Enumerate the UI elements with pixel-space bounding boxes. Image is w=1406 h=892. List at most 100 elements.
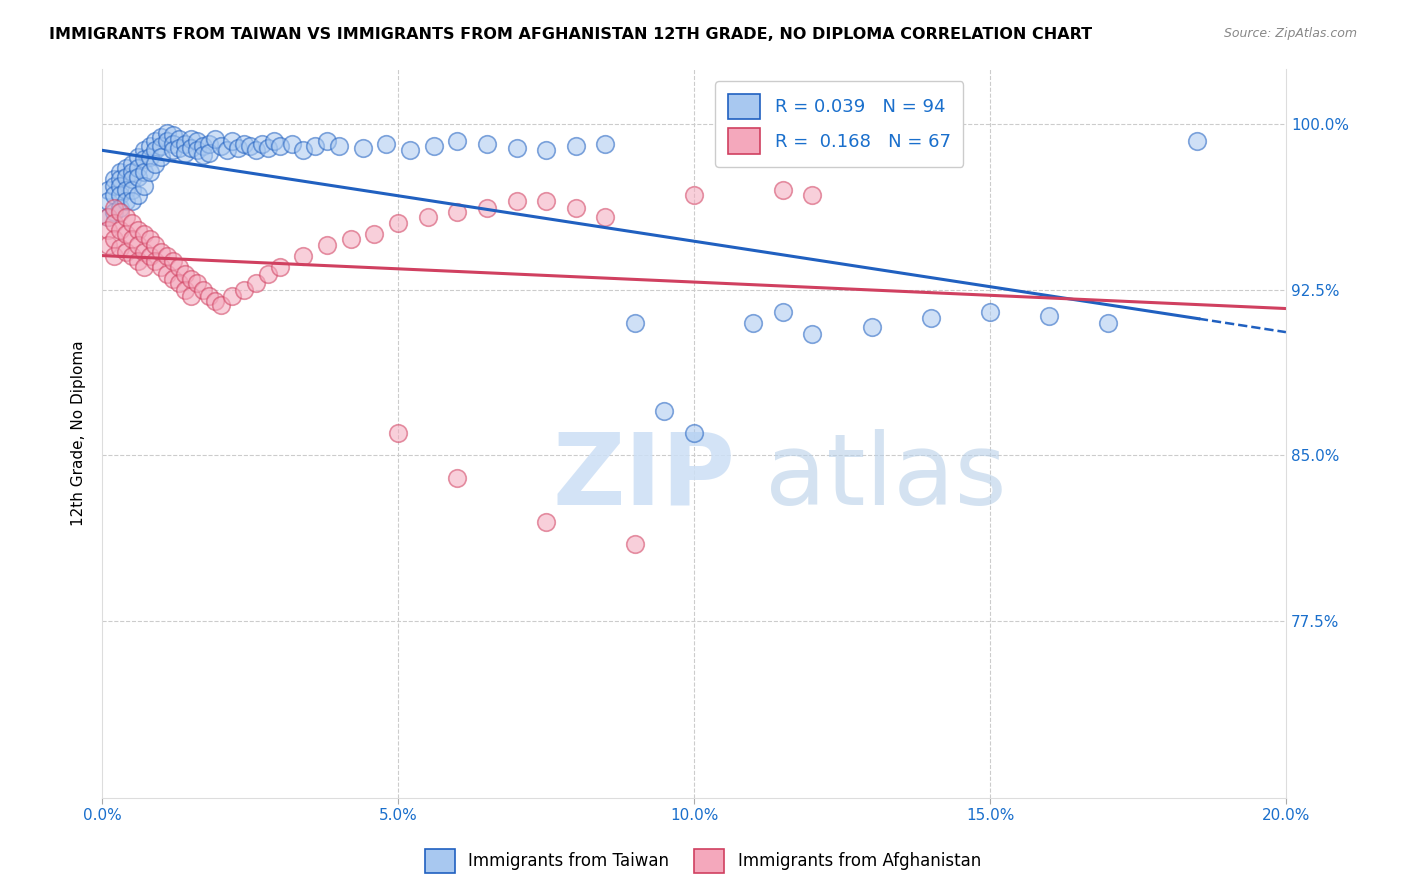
Point — [103, 178, 125, 193]
Point — [145, 135, 167, 149]
Point — [103, 205, 125, 219]
Point — [167, 276, 190, 290]
Point — [387, 426, 409, 441]
Point — [387, 216, 409, 230]
Point — [174, 283, 197, 297]
Point — [180, 271, 202, 285]
Point — [115, 161, 138, 175]
Point — [979, 304, 1001, 318]
Point — [595, 210, 617, 224]
Point — [97, 210, 120, 224]
Point — [97, 210, 120, 224]
Point — [127, 223, 149, 237]
Point — [475, 136, 498, 151]
Point — [221, 289, 243, 303]
Point — [138, 150, 160, 164]
Point — [121, 232, 143, 246]
Point — [801, 326, 824, 341]
Point — [156, 249, 179, 263]
Point — [257, 267, 280, 281]
Point — [197, 145, 219, 160]
Point — [132, 245, 155, 260]
Legend: Immigrants from Taiwan, Immigrants from Afghanistan: Immigrants from Taiwan, Immigrants from … — [419, 842, 987, 880]
Point — [162, 128, 184, 142]
Point — [121, 172, 143, 186]
Point — [772, 183, 794, 197]
Point — [162, 253, 184, 268]
Point — [167, 132, 190, 146]
Point — [115, 194, 138, 209]
Point — [352, 141, 374, 155]
Point — [138, 165, 160, 179]
Point — [127, 187, 149, 202]
Point — [138, 139, 160, 153]
Point — [328, 139, 350, 153]
Point — [145, 156, 167, 170]
Point — [204, 132, 226, 146]
Point — [156, 135, 179, 149]
Point — [108, 241, 131, 255]
Point — [180, 141, 202, 155]
Point — [97, 238, 120, 252]
Point — [564, 139, 586, 153]
Point — [186, 135, 208, 149]
Point — [564, 201, 586, 215]
Point — [150, 130, 173, 145]
Point — [127, 161, 149, 175]
Point — [115, 210, 138, 224]
Point — [132, 165, 155, 179]
Point — [257, 141, 280, 155]
Point — [97, 194, 120, 209]
Point — [292, 144, 315, 158]
Point — [191, 147, 214, 161]
Point — [115, 227, 138, 242]
Point — [1185, 135, 1208, 149]
Point — [446, 470, 468, 484]
Point — [121, 156, 143, 170]
Point — [446, 135, 468, 149]
Point — [683, 187, 706, 202]
Point — [221, 135, 243, 149]
Point — [127, 253, 149, 268]
Point — [683, 426, 706, 441]
Point — [121, 249, 143, 263]
Point — [263, 135, 285, 149]
Point — [475, 201, 498, 215]
Point — [150, 139, 173, 153]
Point — [132, 178, 155, 193]
Point — [127, 169, 149, 184]
Point — [115, 169, 138, 184]
Point — [654, 404, 676, 418]
Point — [132, 152, 155, 166]
Point — [138, 232, 160, 246]
Point — [595, 136, 617, 151]
Point — [115, 183, 138, 197]
Point — [505, 141, 527, 155]
Point — [156, 126, 179, 140]
Point — [245, 276, 267, 290]
Point — [422, 139, 444, 153]
Point — [860, 320, 883, 334]
Point — [167, 260, 190, 275]
Point — [191, 283, 214, 297]
Point — [103, 232, 125, 246]
Point — [446, 205, 468, 219]
Point — [138, 249, 160, 263]
Point — [1038, 309, 1060, 323]
Point — [186, 276, 208, 290]
Point — [127, 238, 149, 252]
Point — [150, 150, 173, 164]
Point — [375, 136, 398, 151]
Point — [534, 144, 557, 158]
Point — [316, 135, 339, 149]
Point — [191, 139, 214, 153]
Point — [156, 267, 179, 281]
Point — [239, 139, 262, 153]
Point — [292, 249, 315, 263]
Point — [108, 205, 131, 219]
Point — [534, 515, 557, 529]
Point — [174, 145, 197, 160]
Point — [162, 271, 184, 285]
Point — [121, 216, 143, 230]
Point — [174, 267, 197, 281]
